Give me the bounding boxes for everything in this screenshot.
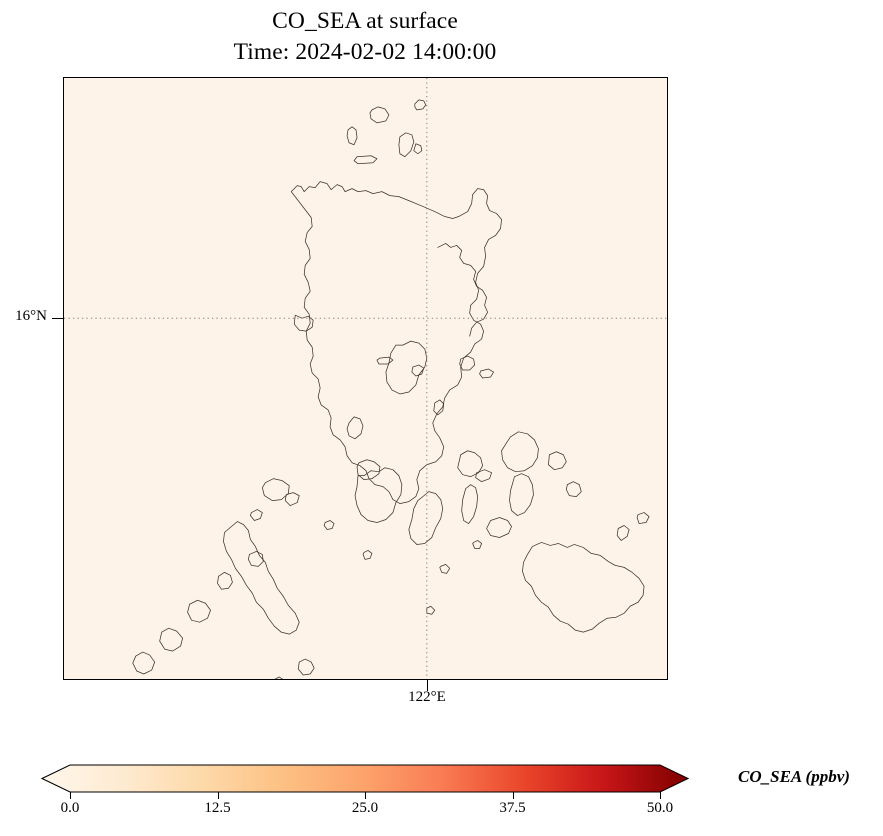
tick-mark-longitude-122 bbox=[427, 680, 429, 691]
colorbar-axis-label: CO_SEA (ppbv) bbox=[738, 767, 850, 786]
colorbar-ticklabel-2: 25.0 bbox=[351, 800, 379, 816]
axis-label-latitude: 16°N bbox=[15, 308, 47, 324]
page-title: CO_SEA at surface Time: 2024-02-02 14:00… bbox=[0, 6, 730, 69]
coastline-overlay bbox=[132, 99, 650, 679]
colorbar-ticklabel-0: 0.0 bbox=[60, 800, 80, 816]
tick-mark-latitude-16 bbox=[52, 318, 63, 320]
colorbar-gradient bbox=[40, 764, 690, 793]
colorbar-ticklabel-4: 50.0 bbox=[646, 800, 674, 816]
map-data-field bbox=[64, 78, 667, 679]
axis-label-longitude: 122°E bbox=[408, 689, 446, 705]
title-line-variable: CO_SEA at surface bbox=[272, 8, 458, 34]
colorbar-tick-4 bbox=[660, 792, 662, 799]
colorbar-tick-1 bbox=[217, 792, 219, 799]
colorbar-ticklabel-1: 12.5 bbox=[204, 800, 231, 816]
colorbar-tick-2 bbox=[365, 792, 367, 799]
colorbar-tick-3 bbox=[512, 792, 514, 799]
colorbar[interactable] bbox=[33, 760, 693, 799]
title-line-time: Time: 2024-02-02 14:00:00 bbox=[233, 39, 497, 66]
colorbar-body bbox=[40, 764, 690, 793]
map-axes[interactable] bbox=[63, 77, 668, 680]
colorbar-tick-0 bbox=[70, 792, 72, 799]
colorbar-ticklabel-3: 37.5 bbox=[499, 800, 526, 816]
